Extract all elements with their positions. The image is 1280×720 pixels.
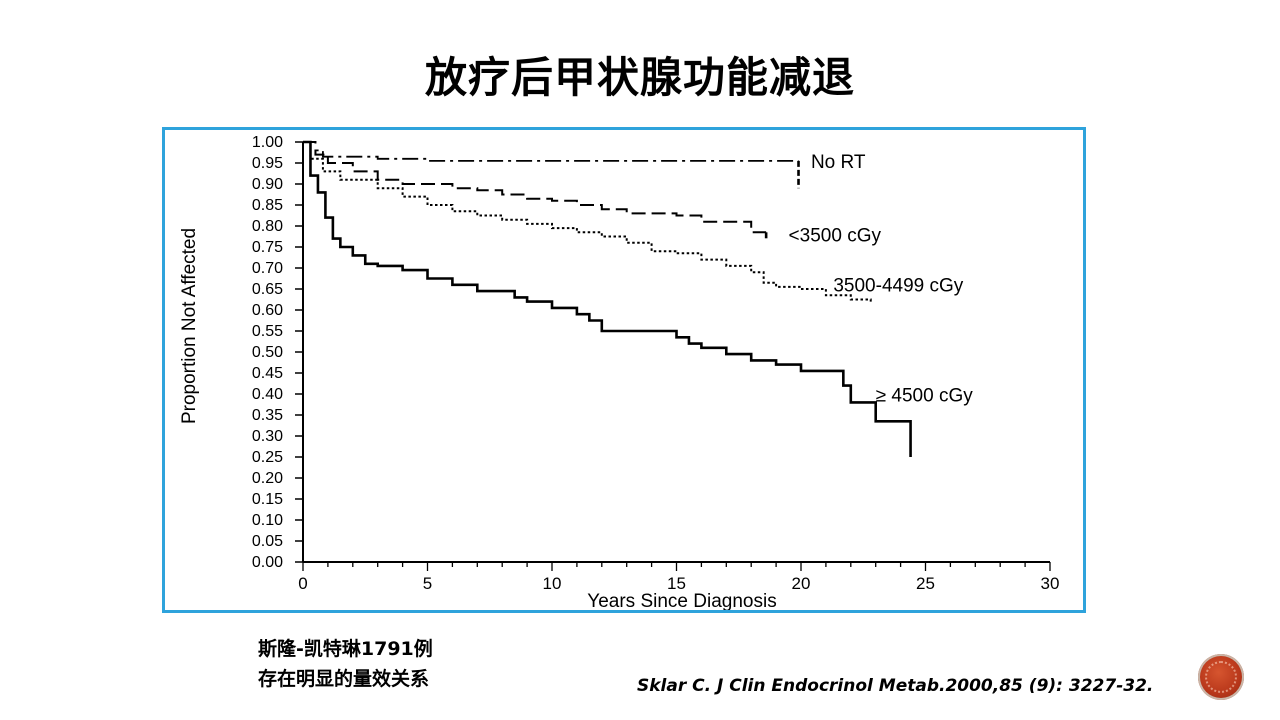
y-tick-label: 0.80 bbox=[252, 218, 283, 235]
study-note: 斯隆-凯特琳1791例 存在明显的量效关系 bbox=[258, 634, 433, 694]
y-tick-label: 0.15 bbox=[252, 491, 283, 508]
y-tick-label: 0.85 bbox=[252, 197, 283, 214]
series-line-2 bbox=[303, 141, 872, 302]
series-label-2: 3500-4499 cGy bbox=[833, 276, 963, 297]
x-axis-ticks: 0 5 10 15 20 25 30 bbox=[298, 562, 1059, 593]
chart-series bbox=[303, 140, 912, 457]
y-tick-label: 0.20 bbox=[252, 470, 283, 487]
y-axis-label: Proportion Not Affected bbox=[179, 228, 200, 424]
note-line-2: 存在明显的量效关系 bbox=[258, 668, 430, 690]
x-tick-label: 5 bbox=[423, 574, 432, 593]
note-line-1: 斯隆-凯特琳1791例 bbox=[258, 638, 433, 660]
y-tick-label: 0.25 bbox=[252, 449, 283, 466]
logo-badge-icon bbox=[1198, 654, 1244, 700]
y-tick-label: 1.00 bbox=[252, 134, 283, 151]
y-tick-label: 0.45 bbox=[252, 365, 283, 382]
y-tick-label: 0.60 bbox=[252, 302, 283, 319]
citation: Sklar C. J Clin Endocrinol Metab.2000,85… bbox=[637, 676, 1154, 696]
series-label-3: ≥ 4500 cGy bbox=[876, 385, 974, 406]
y-tick-label: 0.95 bbox=[252, 155, 283, 172]
x-tick-label: 15 bbox=[667, 574, 686, 593]
series-line-0 bbox=[303, 141, 799, 162]
series-line-3 bbox=[303, 140, 912, 457]
y-axis-ticks: 0.00 0.05 0.10 0.15 0.20 0.25 0.30 0.35 0.40 0.45… bbox=[252, 134, 303, 571]
chart-axes bbox=[302, 142, 1050, 563]
y-tick-label: 0.90 bbox=[252, 176, 283, 193]
series-line-1 bbox=[303, 141, 767, 234]
y-tick-label: 0.75 bbox=[252, 239, 283, 256]
series-labels: No RT <3500 cGy 3500-4499 cGy ≥ 4500 cGy bbox=[789, 152, 974, 406]
y-tick-label: 0.50 bbox=[252, 344, 283, 361]
survival-chart: 0.00 0.05 0.10 0.15 0.20 0.25 0.30 0.35 0.40 0.45… bbox=[179, 134, 1059, 610]
x-axis-label: Years Since Diagnosis bbox=[587, 591, 776, 610]
x-tick-label: 25 bbox=[916, 574, 935, 593]
y-tick-label: 0.10 bbox=[252, 512, 283, 529]
chart-frame: 0.00 0.05 0.10 0.15 0.20 0.25 0.30 0.35 0.40 0.45… bbox=[162, 127, 1086, 613]
y-tick-label: 0.40 bbox=[252, 386, 283, 403]
x-tick-label: 30 bbox=[1041, 574, 1060, 593]
x-tick-label: 20 bbox=[792, 574, 811, 593]
y-tick-label: 0.05 bbox=[252, 533, 283, 550]
y-tick-label: 0.55 bbox=[252, 323, 283, 340]
x-tick-label: 0 bbox=[298, 574, 307, 593]
y-tick-label: 0.35 bbox=[252, 407, 283, 424]
y-tick-label: 0.65 bbox=[252, 281, 283, 298]
slide-title: 放疗后甲状腺功能减退 bbox=[424, 53, 855, 102]
y-tick-label: 0.70 bbox=[252, 260, 283, 277]
series-label-0: No RT bbox=[811, 152, 866, 173]
x-tick-label: 10 bbox=[543, 574, 562, 593]
y-tick-label: 0.00 bbox=[252, 554, 283, 571]
series-label-1: <3500 cGy bbox=[789, 225, 882, 246]
y-tick-label: 0.30 bbox=[252, 428, 283, 445]
